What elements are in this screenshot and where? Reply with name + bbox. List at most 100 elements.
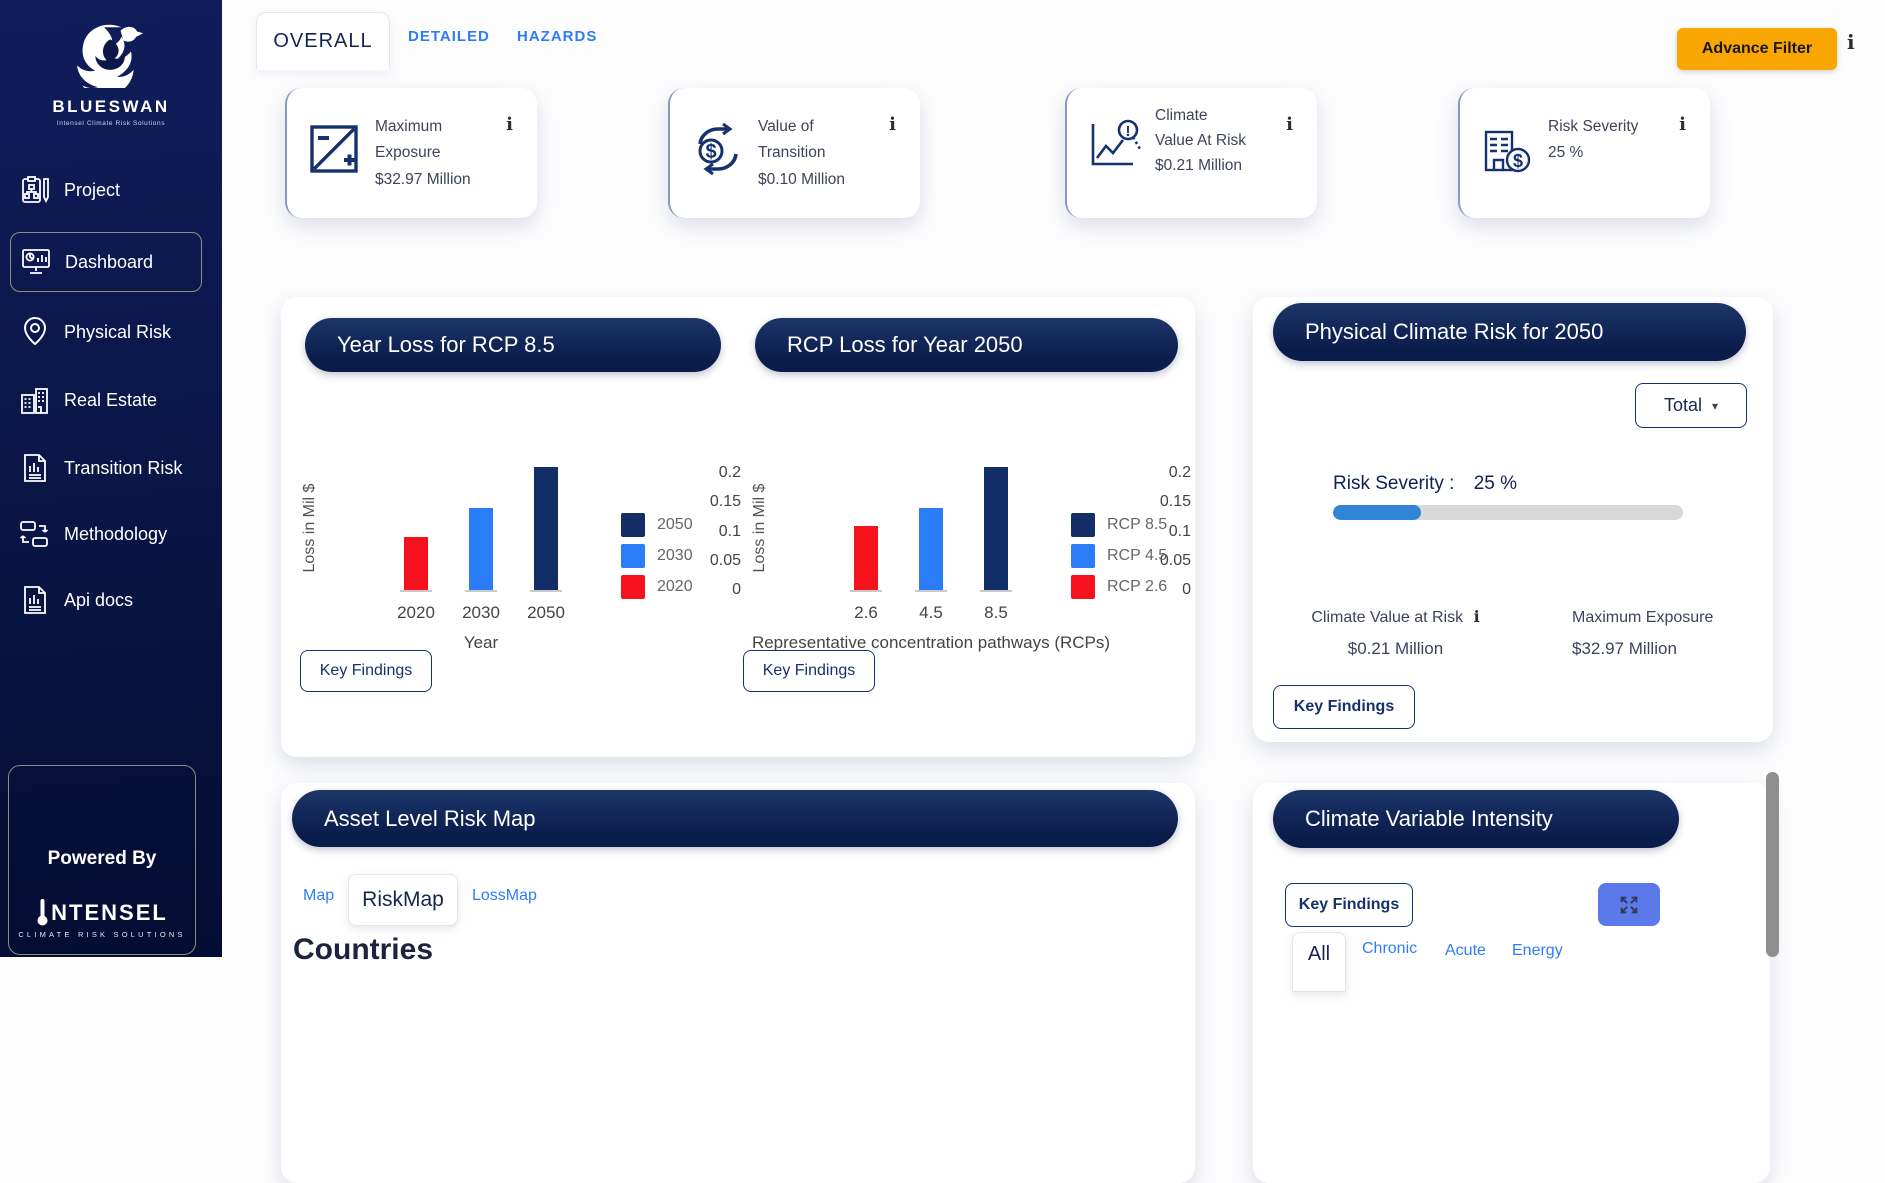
kpi-card-value-of-transition: $ Value of Transition $0.10 Million i bbox=[668, 88, 920, 218]
total-dropdown[interactable]: Total ▾ bbox=[1635, 383, 1747, 428]
charts-panel: Year Loss for RCP 8.5 RCP Loss for Year … bbox=[281, 297, 1195, 757]
intensel-brand: NTENSEL bbox=[51, 900, 168, 925]
kpi-card-text: Value of Transition $0.10 Million bbox=[758, 114, 868, 193]
sidebar: BLUESWAN Intensel Climate Risk Solutions… bbox=[0, 0, 222, 957]
bar-baseline bbox=[915, 590, 947, 592]
legend-item: 2030 bbox=[621, 544, 693, 568]
asset-risk-map-panel: Asset Level Risk Map Map RiskMap LossMap… bbox=[281, 783, 1195, 1183]
legend-item: RCP 8.5 bbox=[1071, 513, 1167, 537]
key-findings-button[interactable]: Key Findings bbox=[300, 650, 432, 692]
tab-lossmap[interactable]: LossMap bbox=[472, 887, 537, 904]
expand-arrows-icon bbox=[1620, 896, 1638, 913]
y-tick-label: 0 bbox=[1182, 581, 1191, 598]
physical-risk-icon bbox=[16, 316, 54, 348]
legend-label: RCP 2.6 bbox=[1107, 578, 1168, 595]
legend-item: 2020 bbox=[621, 575, 693, 599]
expand-button[interactable] bbox=[1598, 883, 1660, 926]
sidebar-item-api-docs[interactable]: Api docs bbox=[10, 572, 202, 628]
tab-overall[interactable]: OVERALL bbox=[256, 12, 390, 70]
tab-hazards[interactable]: HAZARDS bbox=[517, 28, 598, 45]
tab-riskmap[interactable]: RiskMap bbox=[348, 874, 458, 926]
info-icon[interactable]: i bbox=[889, 114, 896, 135]
intensel-logo: NTENSEL bbox=[9, 898, 195, 926]
transition-risk-icon bbox=[16, 452, 54, 484]
rcp-loss-chart: Loss in Mil $ 0 0.05 0.1 0.15 0.2 2.6 4.5 8.5 Rep… bbox=[741, 447, 1191, 737]
tab-chronic[interactable]: Chronic bbox=[1362, 940, 1418, 957]
bar-baseline bbox=[400, 590, 432, 592]
y-tick-label: 0 bbox=[732, 581, 741, 598]
svg-text:$: $ bbox=[705, 141, 716, 163]
y-tick-label: 0.15 bbox=[1159, 493, 1191, 511]
powered-by-box: Powered By NTENSEL CLIMATE RISK SOLUTION… bbox=[8, 765, 196, 955]
x-tick-label: 8.5 bbox=[984, 603, 1008, 622]
bar-baseline bbox=[530, 590, 562, 592]
thermometer-icon bbox=[37, 899, 48, 926]
year-loss-chart: Loss in Mil $0 0.05 0.1 0.15 0.2 2020 2030 2050… bbox=[291, 447, 741, 737]
legend: 2050 2030 2020 bbox=[621, 513, 693, 606]
climate-variable-title: Climate Variable Intensity bbox=[1273, 790, 1679, 848]
legend-item: 2050 bbox=[621, 513, 693, 537]
y-tick-label: 0.1 bbox=[718, 522, 741, 540]
kpi-card-maximum-exposure: Maximum Exposure $32.97 Million i bbox=[285, 88, 537, 218]
x-tick-label: 2020 bbox=[397, 603, 435, 622]
kpi-card-text: Maximum Exposure $32.97 Million bbox=[375, 114, 485, 193]
sidebar-item-label: Project bbox=[64, 179, 121, 200]
legend-swatch bbox=[621, 544, 645, 568]
powered-by-label: Powered By bbox=[47, 848, 157, 869]
api-docs-icon bbox=[16, 584, 54, 616]
sidebar-item-dashboard[interactable]: Dashboard bbox=[10, 232, 202, 292]
kpi-card-text: Climate Value At Risk $0.21 Million bbox=[1155, 104, 1250, 178]
tab-map[interactable]: Map bbox=[303, 887, 335, 904]
legend-label: 2050 bbox=[657, 516, 693, 533]
legend-item: RCP 4.5 bbox=[1071, 544, 1167, 568]
kpi-card-risk-severity: $ Risk Severity 25 % i bbox=[1458, 88, 1710, 218]
risk-severity-label: Risk Severity : bbox=[1333, 473, 1455, 494]
vertical-scrollbar-thumb[interactable] bbox=[1766, 772, 1779, 957]
tab-detailed[interactable]: DETAILED bbox=[408, 28, 490, 45]
legend-item: RCP 2.6 bbox=[1071, 575, 1167, 599]
kpi-value: $32.97 Million bbox=[375, 170, 471, 188]
sidebar-item-transition-risk[interactable]: Transition Risk bbox=[10, 440, 202, 496]
y-tick-label: 0.2 bbox=[718, 464, 741, 481]
x-tick-label: 2.6 bbox=[854, 603, 878, 622]
climate-var-icon: ! bbox=[1087, 116, 1143, 177]
sidebar-item-label: Transition Risk bbox=[64, 457, 183, 478]
bar-2020 bbox=[404, 537, 428, 590]
kpi-title: Climate Value At Risk bbox=[1155, 107, 1247, 149]
kpi-value: $0.21 Million bbox=[1155, 156, 1243, 174]
legend-swatch bbox=[1071, 544, 1095, 568]
x-tick-label: 4.5 bbox=[919, 603, 943, 622]
tab-all[interactable]: All bbox=[1292, 932, 1346, 992]
real-estate-icon bbox=[16, 385, 54, 415]
risk-severity-progress-fill bbox=[1333, 505, 1421, 520]
info-icon[interactable]: i bbox=[506, 114, 513, 135]
total-dropdown-value: Total bbox=[1663, 395, 1702, 415]
legend-label: RCP 8.5 bbox=[1107, 516, 1168, 533]
info-icon[interactable]: i bbox=[1679, 114, 1686, 135]
legend-label: 2030 bbox=[657, 547, 693, 564]
tab-acute[interactable]: Acute bbox=[1445, 942, 1486, 959]
x-axis-label: Representative concentration pathways (R… bbox=[751, 633, 1111, 652]
info-icon[interactable]: i bbox=[1286, 114, 1293, 135]
header-info-icon[interactable]: i bbox=[1847, 30, 1855, 54]
stat-label: Maximum Exposure bbox=[1572, 609, 1714, 626]
sidebar-item-methodology[interactable]: Methodology bbox=[10, 506, 202, 562]
sidebar-item-real-estate[interactable]: Real Estate bbox=[10, 372, 202, 428]
tab-energy[interactable]: Energy bbox=[1512, 942, 1563, 959]
exposure-icon bbox=[307, 122, 361, 181]
sidebar-item-physical-risk[interactable]: Physical Risk bbox=[10, 304, 202, 360]
sidebar-item-project[interactable]: Project bbox=[10, 162, 202, 218]
info-icon[interactable]: i bbox=[1473, 607, 1480, 626]
kpi-title: Risk Severity bbox=[1548, 118, 1639, 135]
bar-2050 bbox=[534, 467, 558, 590]
key-findings-button[interactable]: Key Findings bbox=[743, 650, 875, 692]
kpi-card-climate-value-at-risk: ! Climate Value At Risk $0.21 Million i bbox=[1065, 88, 1317, 218]
legend-label: RCP 4.5 bbox=[1107, 547, 1168, 564]
sidebar-item-label: Dashboard bbox=[65, 251, 154, 272]
risk-severity-row: Risk Severity : 25 % bbox=[1333, 473, 1517, 495]
legend-swatch bbox=[1071, 513, 1095, 537]
key-findings-button[interactable]: Key Findings bbox=[1285, 883, 1413, 927]
bar-baseline bbox=[850, 590, 882, 592]
advance-filter-button[interactable]: Advance Filter bbox=[1677, 28, 1837, 70]
key-findings-button[interactable]: Key Findings bbox=[1273, 685, 1415, 729]
